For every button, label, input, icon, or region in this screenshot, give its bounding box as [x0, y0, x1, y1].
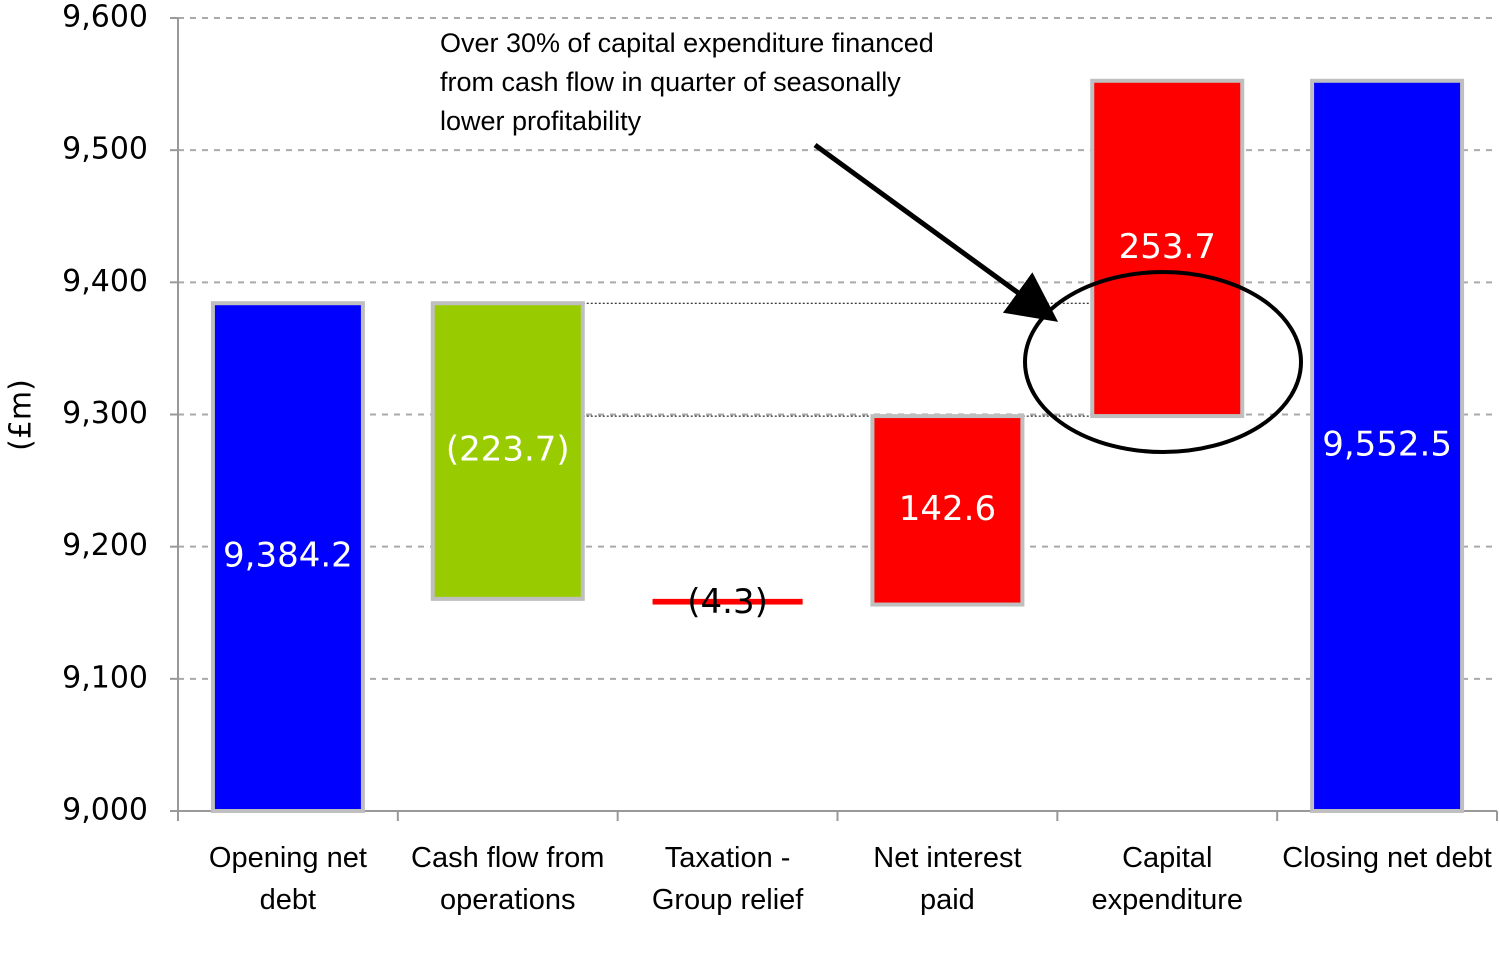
y-tick-label: 9,400 — [62, 264, 148, 299]
bar — [430, 301, 585, 601]
y-tick-label: 9,100 — [62, 660, 148, 695]
value-label: (223.7) — [446, 430, 570, 470]
arrow — [813, 142, 1059, 322]
y-tick-label: 9,500 — [62, 132, 148, 167]
x-tick-label: Closing net debt — [1282, 842, 1492, 874]
y-tick-label: 9,000 — [62, 793, 148, 828]
bar — [1090, 78, 1245, 419]
value-label: 9,552.5 — [1322, 424, 1452, 464]
x-tick-label: Capital expenditure — [1091, 842, 1244, 916]
highlight-ellipse — [1023, 270, 1303, 454]
bar — [870, 414, 1025, 607]
x-tick-label: Cash flow from operations — [411, 842, 605, 916]
x-tick-label: Net interest paid — [873, 842, 1022, 916]
value-label: 142.6 — [899, 489, 996, 529]
x-tick-label: Opening net debt — [208, 842, 367, 916]
annotation: Over 30% of capital expenditure financed… — [440, 28, 934, 136]
y-tick-label: 9,200 — [62, 528, 148, 563]
bar — [210, 301, 365, 813]
value-label: 9,384.2 — [223, 536, 353, 576]
value-label: 253.7 — [1119, 227, 1216, 267]
value-label: (4.3) — [687, 582, 768, 622]
y-tick-label: 9,600 — [62, 0, 148, 35]
x-tick-label: Taxation - Group relief — [651, 842, 804, 916]
y-axis-label: (£m) — [4, 379, 39, 451]
bar — [1310, 78, 1465, 813]
y-tick-label: 9,300 — [62, 396, 148, 431]
